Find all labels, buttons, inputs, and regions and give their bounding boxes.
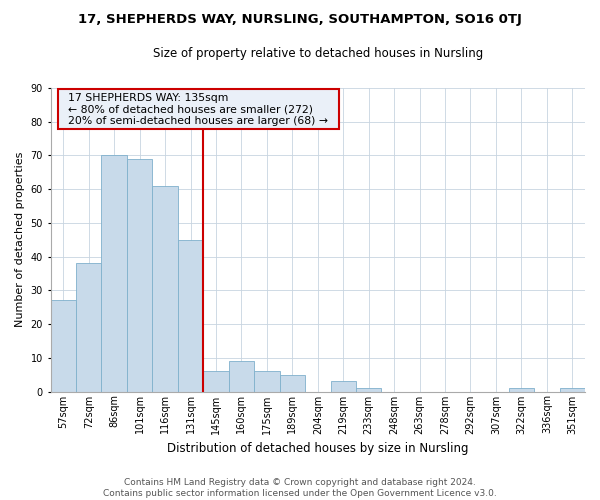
Bar (509, 388, 534, 392)
Bar (178, 240, 203, 392)
Y-axis label: Number of detached properties: Number of detached properties (15, 152, 25, 328)
Bar (101, 156, 127, 392)
Bar (152, 186, 178, 392)
Title: Size of property relative to detached houses in Nursling: Size of property relative to detached ho… (152, 48, 483, 60)
Bar (254, 372, 280, 392)
Bar (331, 382, 356, 392)
Bar (280, 374, 305, 392)
Bar (76, 264, 101, 392)
Text: 17 SHEPHERDS WAY: 135sqm  
  ← 80% of detached houses are smaller (272)  
  20% : 17 SHEPHERDS WAY: 135sqm ← 80% of detach… (61, 92, 335, 126)
Bar (229, 361, 254, 392)
Bar (50, 300, 76, 392)
Text: Contains HM Land Registry data © Crown copyright and database right 2024.
Contai: Contains HM Land Registry data © Crown c… (103, 478, 497, 498)
Bar (560, 388, 585, 392)
Bar (356, 388, 382, 392)
Bar (203, 372, 229, 392)
X-axis label: Distribution of detached houses by size in Nursling: Distribution of detached houses by size … (167, 442, 469, 455)
Text: 17, SHEPHERDS WAY, NURSLING, SOUTHAMPTON, SO16 0TJ: 17, SHEPHERDS WAY, NURSLING, SOUTHAMPTON… (78, 12, 522, 26)
Bar (127, 159, 152, 392)
